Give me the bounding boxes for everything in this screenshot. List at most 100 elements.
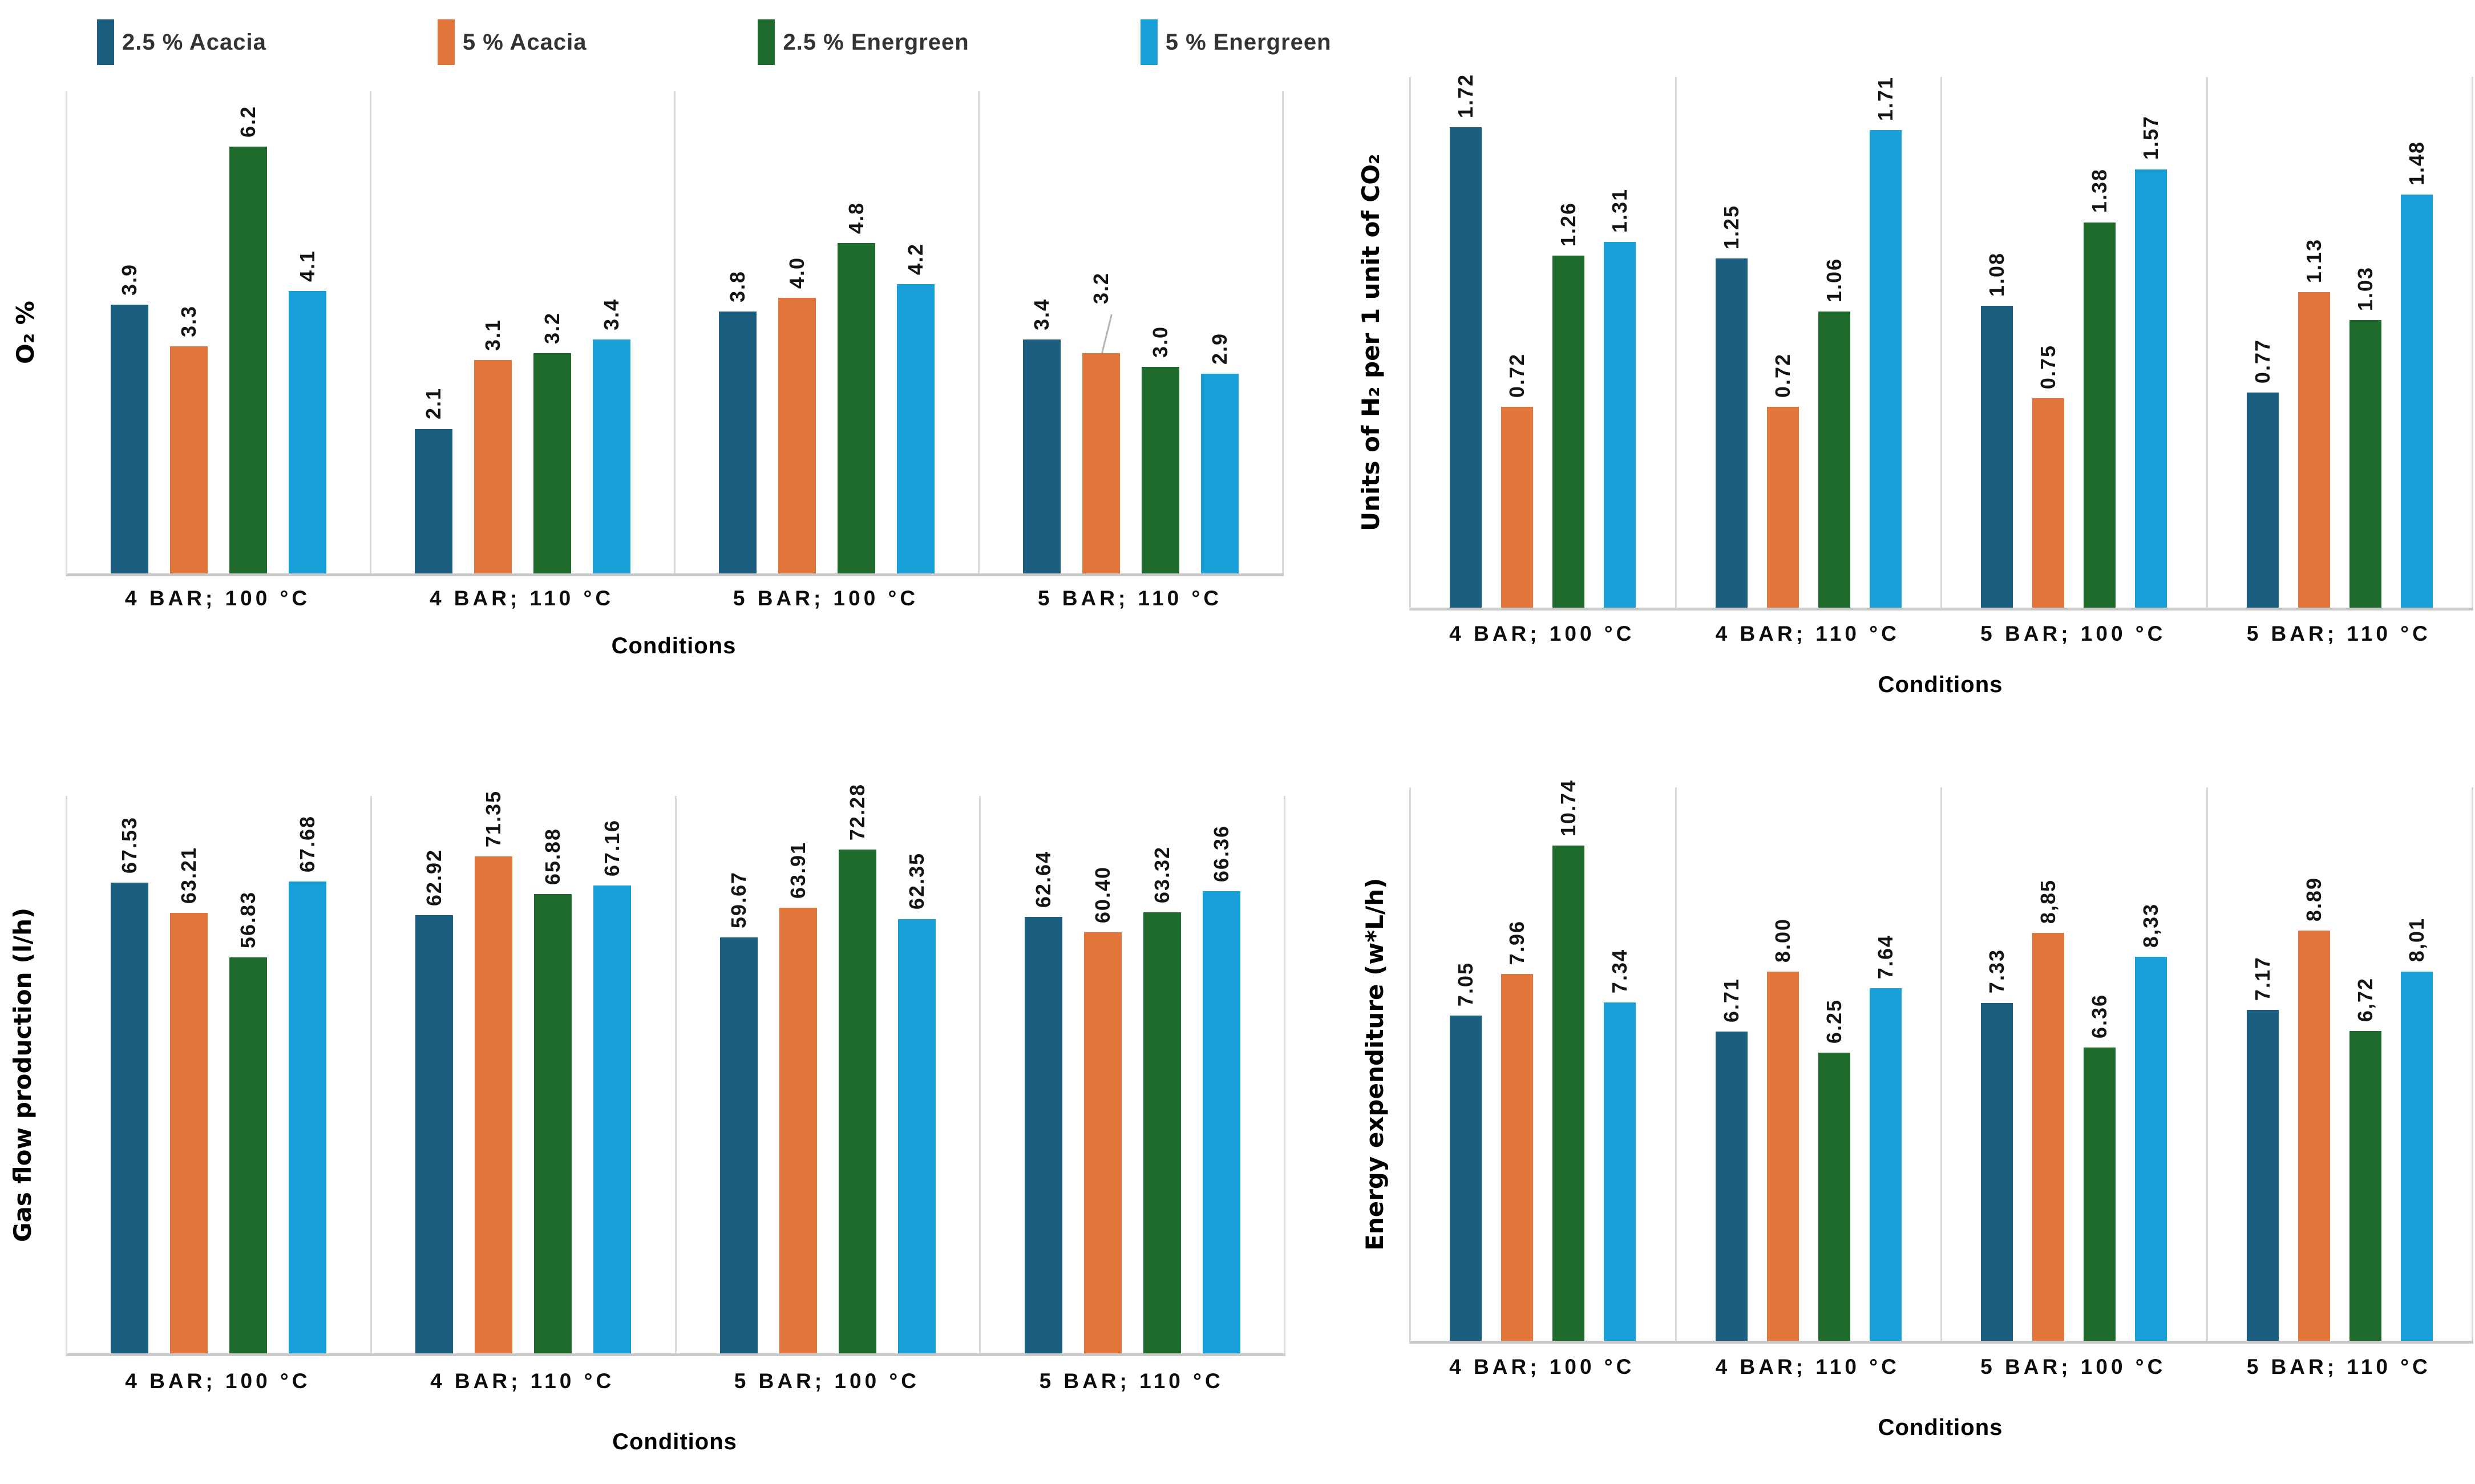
bar-value-label: 62.35	[904, 852, 928, 910]
x-axis-ticks: 4 BAR; 100 °C 4 BAR; 110 °C 5 BAR; 100 °C 5…	[1409, 622, 2472, 646]
x-tick-1: 4 BAR; 100 °C	[125, 1369, 311, 1393]
label-leader-line	[1101, 314, 1113, 354]
bar-series2-cat3: 0.75	[2032, 345, 2065, 608]
x-tick-4: 5 BAR; 110 °C	[2246, 622, 2431, 645]
bar-value-label: 7.64	[1873, 935, 1897, 980]
bar-series4-cat2: 7.64	[1869, 935, 1902, 1341]
legend-item-4: 5 % Energreen	[1140, 19, 1332, 65]
x-tick-4: 5 BAR; 110 °C	[1039, 1369, 1224, 1393]
bar-value-label: 4.0	[785, 257, 808, 289]
y-axis-title: O₂ %	[11, 301, 39, 364]
bar-series4-cat2: 67.16	[593, 819, 632, 1353]
bar-series4-cat1: 7.34	[1604, 949, 1636, 1341]
bar-series2-cat4: 60.40	[1083, 866, 1122, 1353]
bar-value-label: 63.32	[1150, 846, 1174, 903]
category-group-4: 7.17 8.89 6,72 8,01	[2208, 787, 2473, 1341]
legend-label: 5 % Acacia	[462, 29, 587, 55]
bar-value-label: 67.16	[600, 819, 624, 876]
x-tick-4: 5 BAR; 110 °C	[1037, 587, 1223, 610]
bar-value-label: 8.89	[2302, 877, 2326, 922]
bar-series2-cat2: 71.35	[475, 790, 513, 1353]
bar-series1-cat4: 62.64	[1024, 851, 1062, 1353]
bar-series4-cat3: 62.35	[897, 852, 936, 1353]
bar-series3-cat1: 6.2	[229, 106, 267, 573]
category-group-1: 3.9 3.3 6.2 4.1	[67, 91, 371, 573]
bar-series2-cat3: 4.0	[778, 257, 816, 573]
legend-item-3: 2.5 % Energreen	[758, 19, 969, 65]
bar-series1-cat2: 62.92	[415, 849, 454, 1353]
bar-series1-cat1: 67.53	[111, 816, 149, 1353]
bar-series4-cat4: 1.48	[2400, 141, 2433, 608]
bar-value-label: 7.05	[1454, 962, 1478, 1007]
bar-series4-cat2: 3.4	[593, 298, 630, 573]
bar-series3-cat1: 1.26	[1552, 202, 1585, 608]
bar-series3-cat2: 6.25	[1818, 999, 1850, 1341]
bar-value-label: 1.38	[2088, 168, 2112, 213]
bar-value-label: 1.57	[2139, 115, 2163, 160]
category-group-2: 6.71 8.00 6.25 7.64	[1677, 787, 1942, 1341]
legend-item-2: 5 % Acacia	[437, 19, 587, 65]
legend-label: 5 % Energreen	[1165, 29, 1332, 55]
bar-series1-cat3: 59.67	[719, 871, 758, 1353]
bar-series4-cat2: 1.71	[1869, 76, 1902, 608]
bar-series4-cat1: 4.1	[289, 250, 326, 573]
category-group-2: 2.1 3.1 3.2 3.4	[371, 91, 676, 573]
bar-value-label: 1.31	[1608, 188, 1632, 233]
x-tick-3: 5 BAR; 100 °C	[734, 1369, 920, 1393]
y-axis-title: Units of H₂ per 1 unit of CO₂	[1357, 153, 1385, 531]
bar-value-label: 0.72	[1505, 353, 1529, 398]
bar-value-label: 7.17	[2250, 956, 2274, 1001]
bar-series3-cat3: 4.8	[838, 202, 875, 573]
bar-series2-cat4: 3.2	[1082, 272, 1120, 573]
bar-series4-cat3: 1.57	[2135, 115, 2167, 608]
bar-value-label: 71.35	[482, 790, 505, 847]
bar-value-label: 63.91	[786, 842, 810, 899]
bar-value-label: 1.06	[1822, 258, 1846, 303]
plot-area: 67.53 63.21 56.83 67.68 62.92 71.35 65.88 67.16…	[66, 783, 1285, 1356]
bar-value-label: 4.2	[904, 242, 927, 275]
chart-legend: 2.5 % Acacia 5 % Acacia 2.5 % Energreen 5 %…	[97, 19, 1332, 65]
category-group-2: 1.25 0.72 1.06 1.71	[1677, 76, 1942, 608]
bar-value-label: 3.9	[118, 264, 141, 296]
x-axis-title: Conditions	[1878, 1415, 2003, 1440]
bar-value-label: 67.68	[296, 815, 320, 873]
x-tick-3: 5 BAR; 100 °C	[733, 587, 919, 610]
legend-label: 2.5 % Acacia	[122, 29, 266, 55]
y-axis-title: Energy expenditure (w*L/h)	[1361, 878, 1389, 1251]
bar-series3-cat4: 63.32	[1143, 846, 1181, 1353]
bar-value-label: 6,72	[2353, 977, 2377, 1022]
bar-value-label: 62.64	[1031, 850, 1055, 908]
bar-value-label: 3.1	[481, 318, 504, 351]
bar-value-label: 66.36	[1209, 824, 1233, 882]
bar-value-label: 59.67	[726, 871, 750, 929]
bar-series4-cat1: 67.68	[289, 815, 327, 1353]
bar-series1-cat2: 6.71	[1715, 978, 1748, 1341]
bar-series1-cat4: 7.17	[2246, 956, 2279, 1341]
legend-swatch-icon	[97, 19, 114, 65]
bar-series3-cat1: 10.74	[1552, 779, 1585, 1341]
bar-series3-cat4: 3.0	[1142, 326, 1179, 573]
bar-series1-cat2: 2.1	[415, 387, 452, 573]
bar-value-label: 3.2	[1089, 272, 1113, 304]
bar-series4-cat4: 66.36	[1202, 825, 1240, 1353]
legend-label: 2.5 % Energreen	[783, 29, 969, 55]
bar-series1-cat2: 1.25	[1715, 205, 1748, 608]
legend-swatch-icon	[758, 19, 775, 65]
x-tick-4: 5 BAR; 110 °C	[2246, 1355, 2431, 1378]
x-tick-2: 4 BAR; 110 °C	[1715, 622, 1900, 645]
category-group-1: 7.05 7.96 10.74 7.34	[1411, 779, 1677, 1341]
bar-value-label: 62.92	[422, 848, 446, 906]
bar-value-label: 1.25	[1719, 205, 1743, 250]
bar-series1-cat3: 7.33	[1981, 949, 2013, 1341]
bar-series2-cat2: 0.72	[1766, 353, 1799, 608]
bar-series1-cat1: 7.05	[1450, 962, 1482, 1341]
x-tick-2: 4 BAR; 110 °C	[429, 587, 614, 610]
bar-value-label: 1.26	[1556, 202, 1580, 247]
bar-value-label: 72.28	[845, 783, 869, 841]
bar-series3-cat4: 1.03	[2349, 266, 2381, 608]
